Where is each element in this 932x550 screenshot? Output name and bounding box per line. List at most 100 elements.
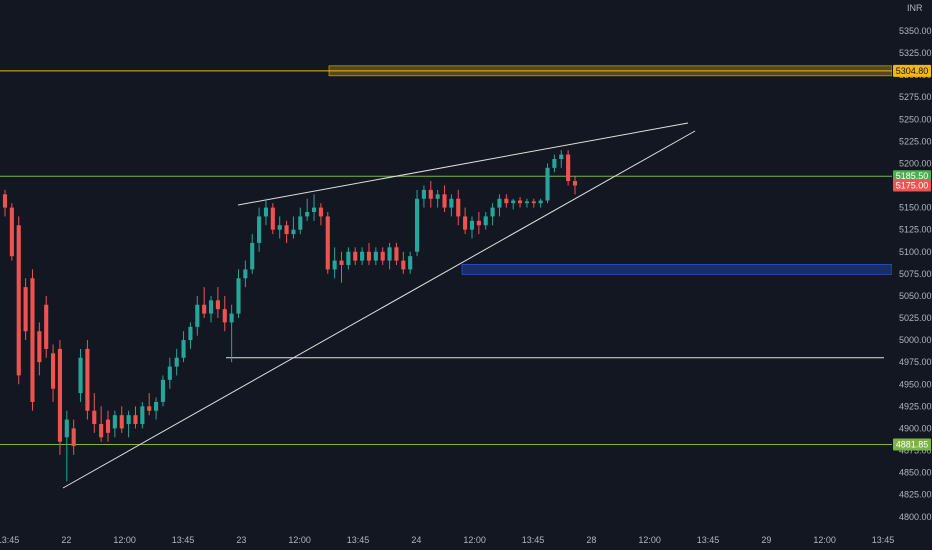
candle-body-72 bbox=[497, 198, 502, 208]
candle-body-4 bbox=[30, 278, 35, 402]
candle-body-19 bbox=[133, 415, 138, 424]
y-tick-label-4: 5250.00 bbox=[899, 114, 932, 124]
price-tag-1 bbox=[893, 170, 931, 183]
candle-body-66 bbox=[456, 198, 461, 217]
candle-body-51 bbox=[353, 251, 358, 261]
candle-body-2 bbox=[16, 225, 21, 376]
candle-body-18 bbox=[126, 415, 131, 424]
candle-body-28 bbox=[195, 304, 200, 327]
time-axis-background bbox=[0, 530, 932, 550]
y-tick-label-20: 4850.00 bbox=[899, 468, 932, 478]
x-tick-label-8: 12:00 bbox=[463, 535, 486, 545]
x-tick-label-1: 22 bbox=[61, 535, 71, 545]
candle-body-49 bbox=[339, 260, 344, 265]
x-tick-label-10: 28 bbox=[586, 535, 596, 545]
candle-body-43 bbox=[298, 216, 303, 230]
y-tick-label-5: 5225.00 bbox=[899, 136, 932, 146]
y-tick-label-13: 5025.00 bbox=[899, 313, 932, 323]
y-tick-label-21: 4825.00 bbox=[899, 490, 932, 500]
lower-wedge-trendline[interactable] bbox=[62, 130, 696, 489]
candle-body-77 bbox=[531, 201, 536, 204]
candle-body-82 bbox=[566, 154, 571, 182]
candle-body-9 bbox=[64, 419, 69, 438]
candle-body-42 bbox=[291, 229, 296, 235]
candle-body-44 bbox=[305, 212, 310, 217]
y-tick-label-1: 5325.00 bbox=[899, 48, 932, 58]
candle-body-80 bbox=[552, 159, 557, 168]
price-tag-label-0: 5304.80 bbox=[896, 66, 929, 76]
candle-body-54 bbox=[373, 251, 378, 261]
candle-body-36 bbox=[250, 242, 255, 270]
candle-body-55 bbox=[380, 251, 385, 261]
candle-body-64 bbox=[442, 194, 447, 208]
candle-body-52 bbox=[360, 251, 365, 261]
y-tick-label-0: 5350.00 bbox=[899, 26, 932, 36]
y-tick-label-3: 5275.00 bbox=[899, 92, 932, 102]
candle-body-33 bbox=[229, 313, 234, 323]
price-tag-3 bbox=[893, 438, 931, 451]
candle-body-25 bbox=[174, 357, 179, 367]
candle-body-83 bbox=[572, 181, 578, 186]
x-tick-label-14: 12:00 bbox=[813, 535, 836, 545]
upper-wedge-trendline[interactable] bbox=[237, 122, 689, 206]
candle-body-38 bbox=[263, 207, 269, 217]
candle-body-3 bbox=[23, 287, 28, 332]
y-tick-label-22: 4800.00 bbox=[899, 512, 932, 522]
x-tick-label-5: 12:00 bbox=[288, 535, 311, 545]
x-tick-label-15: 13:45 bbox=[872, 535, 895, 545]
candle-body-35 bbox=[243, 269, 248, 279]
y-tick-label-14: 5000.00 bbox=[899, 335, 932, 345]
price-tag-label-1: 5185.50 bbox=[896, 171, 929, 181]
x-tick-label-0: 13:45 bbox=[0, 535, 19, 545]
candle-body-1 bbox=[9, 207, 14, 257]
candle-body-5 bbox=[37, 331, 42, 363]
candle-body-48 bbox=[332, 260, 337, 270]
candle-body-58 bbox=[401, 260, 406, 270]
price-tag-label-2: 5175.00 bbox=[896, 181, 929, 191]
candle-body-41 bbox=[284, 225, 289, 235]
candle-body-24 bbox=[167, 366, 172, 380]
candle-body-50 bbox=[346, 251, 351, 265]
y-tick-label-10: 5100.00 bbox=[899, 247, 932, 257]
x-tick-label-13: 29 bbox=[761, 535, 771, 545]
y-tick-label-6: 5200.00 bbox=[899, 158, 932, 168]
candle-body-0 bbox=[2, 194, 8, 208]
candle-body-34 bbox=[236, 278, 241, 314]
y-tick-label-11: 5075.00 bbox=[899, 269, 932, 279]
price-tag-0 bbox=[893, 64, 931, 77]
y-tick-label-8: 5150.00 bbox=[899, 203, 932, 213]
candle-body-10 bbox=[71, 428, 76, 447]
candle-body-47 bbox=[325, 216, 330, 270]
candle-body-65 bbox=[449, 198, 454, 208]
candle-body-17 bbox=[119, 415, 124, 429]
candle-body-14 bbox=[99, 424, 104, 438]
candle-body-59 bbox=[408, 256, 413, 270]
candle-body-13 bbox=[92, 410, 97, 424]
candle-body-23 bbox=[160, 379, 166, 402]
demand-zone bbox=[461, 264, 893, 275]
price-tag-2 bbox=[893, 179, 931, 192]
candle-body-78 bbox=[538, 200, 543, 204]
price-tag-label-3: 4881.85 bbox=[896, 439, 929, 449]
y-tick-label-15: 4975.00 bbox=[899, 357, 932, 367]
candles-layer bbox=[2, 150, 578, 482]
x-tick-label-11: 12:00 bbox=[638, 535, 661, 545]
candle-body-70 bbox=[483, 216, 488, 226]
candle-body-76 bbox=[524, 201, 529, 204]
candle-body-74 bbox=[511, 200, 516, 204]
candle-body-27 bbox=[188, 326, 193, 341]
price-axis[interactable]: INR 5350.005325.005300.005275.005250.005… bbox=[892, 0, 932, 530]
y-tick-label-12: 5050.00 bbox=[899, 291, 932, 301]
candle-body-68 bbox=[469, 220, 475, 230]
candle-body-21 bbox=[147, 406, 152, 411]
candle-body-67 bbox=[463, 216, 468, 230]
y-tick-label-18: 4900.00 bbox=[899, 423, 932, 433]
candle-body-39 bbox=[270, 207, 275, 230]
candle-body-12 bbox=[85, 348, 90, 411]
x-tick-label-12: 13:45 bbox=[697, 535, 720, 545]
trendlines-layer bbox=[62, 122, 696, 489]
time-axis[interactable]: 13:45 22 12:00 13:45 23 12:00 13:45 24 12:00 13:4… bbox=[0, 530, 932, 550]
x-tick-label-4: 23 bbox=[236, 535, 246, 545]
